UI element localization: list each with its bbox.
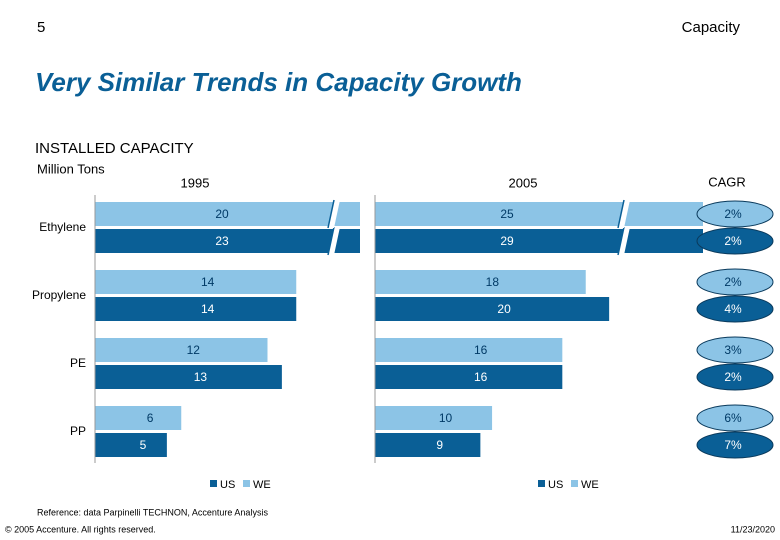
bar [95, 338, 268, 362]
value-label: 20 [497, 302, 511, 316]
legend-swatch [243, 480, 250, 487]
axis-break-line [327, 199, 335, 229]
cagr-badge [696, 295, 774, 323]
value-label: 9 [436, 438, 443, 452]
cagr-badge [696, 363, 774, 391]
chart-title: 2005 [509, 175, 538, 190]
title: Very Similar Trends in Capacity Growth [35, 67, 522, 97]
legend-label: US [220, 479, 235, 491]
bar [95, 202, 360, 226]
cagr-title: CAGR [708, 174, 746, 189]
bar [95, 270, 297, 294]
cagr-label: 3% [724, 343, 742, 357]
bar [375, 270, 586, 294]
value-label: 6 [147, 411, 154, 425]
bar [375, 297, 610, 321]
cagr-label: 2% [724, 370, 742, 384]
axis-break [618, 200, 630, 228]
bar [95, 297, 297, 321]
reference: Reference: data Parpinelli TECHNON, Acce… [37, 507, 268, 517]
value-label: 25 [500, 207, 514, 221]
value-label: 29 [500, 234, 514, 248]
bar [95, 433, 167, 457]
bar [95, 406, 182, 430]
axis-break [328, 200, 340, 228]
bar [375, 406, 493, 430]
copyright: © 2005 Accenture. All rights reserved. [5, 524, 156, 534]
category-label: PE [70, 356, 86, 370]
cagr-label: 2% [724, 207, 742, 221]
cagr-label: 2% [724, 275, 742, 289]
value-label: 23 [215, 234, 229, 248]
cagr-label: 2% [724, 234, 742, 248]
cagr-badge [696, 336, 774, 364]
axis-break [328, 227, 340, 255]
value-label: 14 [201, 275, 215, 289]
bar [375, 229, 703, 253]
bar [375, 338, 563, 362]
bar [95, 229, 360, 253]
cagr-label: 6% [724, 411, 742, 425]
cagr-badge [696, 404, 774, 432]
chart-title: 1995 [181, 175, 210, 190]
page-number: 5 [37, 19, 45, 36]
cagr-badge [696, 431, 774, 459]
category-label: Ethylene [39, 220, 86, 234]
legend-label: WE [253, 479, 271, 491]
category-label: Propylene [32, 288, 86, 302]
value-label: 13 [194, 370, 208, 384]
value-label: 12 [187, 343, 201, 357]
legend-swatch [210, 480, 217, 487]
axis-break-line [327, 226, 335, 256]
axis-break [618, 227, 630, 255]
category-label: PP [70, 424, 86, 438]
value-label: 10 [439, 411, 453, 425]
value-label: 14 [201, 302, 215, 316]
bar [375, 433, 481, 457]
cagr-label: 4% [724, 302, 742, 316]
bar [95, 365, 282, 389]
bar [375, 202, 703, 226]
cagr-badge [696, 268, 774, 296]
section: Capacity [682, 19, 741, 36]
legend-label: US [548, 479, 563, 491]
cagr-label: 7% [724, 438, 742, 452]
axis-break-line [617, 226, 625, 256]
cagr-badge [696, 200, 774, 228]
value-label: 20 [215, 207, 229, 221]
bar [375, 365, 563, 389]
unit: Million Tons [37, 161, 105, 176]
value-label: 16 [474, 343, 488, 357]
legend-label: WE [581, 479, 599, 491]
axis-break-line [617, 199, 625, 229]
date: 11/23/2020 [731, 524, 775, 534]
cagr-badge [696, 227, 774, 255]
value-label: 5 [140, 438, 147, 452]
subtitle: INSTALLED CAPACITY [35, 140, 194, 157]
value-label: 18 [486, 275, 500, 289]
legend-swatch [538, 480, 545, 487]
value-label: 16 [474, 370, 488, 384]
legend-swatch [571, 480, 578, 487]
